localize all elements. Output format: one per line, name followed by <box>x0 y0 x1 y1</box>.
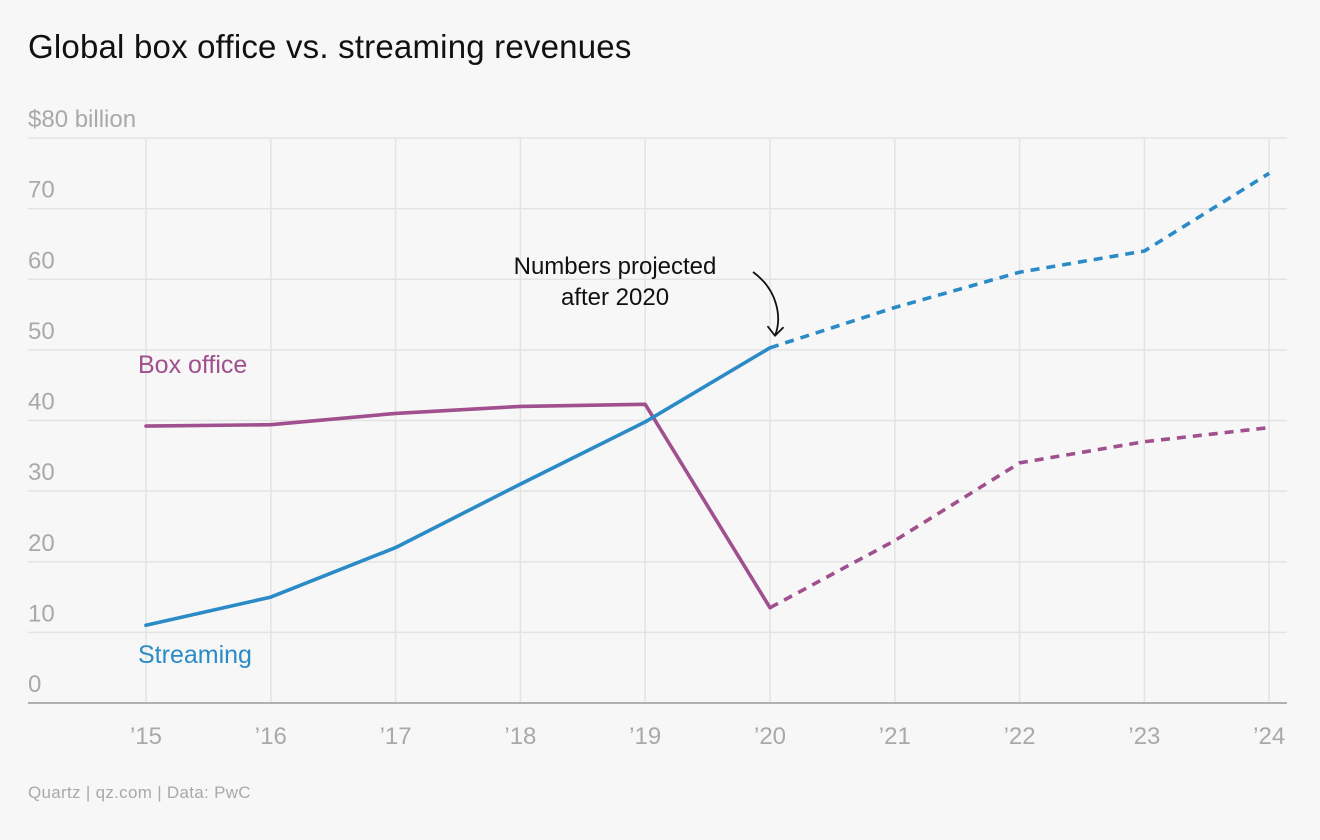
y-axis-unit-label: $80 billion <box>28 106 136 133</box>
gridlines <box>28 137 1287 703</box>
y-tick-label: 60 <box>28 247 55 274</box>
x-tick-label: ’16 <box>255 723 287 750</box>
annotation-line-1: Numbers projected <box>514 253 717 280</box>
x-tick-label: ’18 <box>504 723 536 750</box>
y-tick-label: 10 <box>28 600 55 627</box>
streaming-line-actual <box>144 346 772 628</box>
box-office-series-label: Box office <box>138 351 247 379</box>
box-office-line-actual <box>144 402 772 610</box>
y-tick-label: 40 <box>28 389 55 416</box>
x-tick-label: ’21 <box>879 723 911 750</box>
y-axis-ticks: 0 10 20 30 40 50 60 70 $80 billion <box>28 106 136 698</box>
y-tick-label: 0 <box>28 671 41 698</box>
projection-annotation: Numbers projected after 2020 <box>514 253 784 337</box>
source-credit: Quartz | qz.com | Data: PwC <box>28 783 251 802</box>
x-tick-label: ’19 <box>629 723 661 750</box>
box-office-line-projected <box>769 425 1270 610</box>
y-tick-label: 70 <box>28 177 55 204</box>
annotation-arrow <box>752 271 779 337</box>
x-tick-label: ’20 <box>754 723 786 750</box>
series-labels: Box office Streaming <box>138 351 252 669</box>
x-axis-ticks: ’15 ’16 ’17 ’18 ’19 ’20 ’21 ’22 ’23 ’24 <box>130 723 1285 750</box>
x-tick-label: ’24 <box>1253 723 1285 750</box>
chart-title: Global box office vs. streaming revenues <box>28 28 632 65</box>
series-lines <box>144 171 1271 628</box>
streaming-series-label: Streaming <box>138 641 252 669</box>
y-tick-label: 50 <box>28 318 55 345</box>
annotation-line-2: after 2020 <box>561 284 669 311</box>
x-tick-label: ’22 <box>1004 723 1036 750</box>
x-tick-label: ’23 <box>1128 723 1160 750</box>
y-tick-label: 30 <box>28 459 55 486</box>
x-tick-label: ’17 <box>380 723 412 750</box>
x-tick-label: ’15 <box>130 723 162 750</box>
streaming-line-projected <box>769 171 1271 350</box>
y-tick-label: 20 <box>28 530 55 557</box>
annotation-arrowhead <box>767 325 784 337</box>
